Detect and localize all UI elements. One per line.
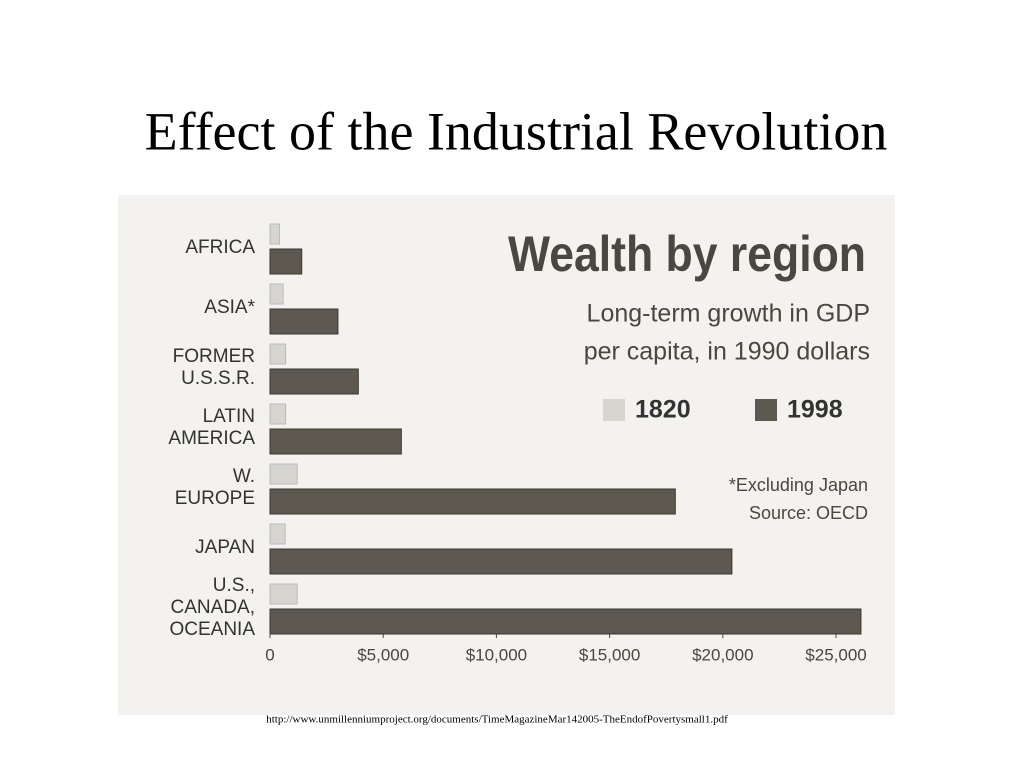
category-label-line: U.S.S.R. — [181, 368, 255, 389]
x-tick-label: $15,000 — [579, 645, 640, 664]
bar — [269, 548, 733, 575]
bar — [269, 463, 298, 485]
chart-title: Wealth by region — [508, 226, 866, 282]
category-label-line: ASIA* — [204, 297, 255, 318]
bar — [269, 368, 359, 395]
category-label-line: AFRICA — [185, 237, 255, 258]
chart-subtitle: per capita, in 1990 dollars — [584, 338, 870, 366]
category-label-line: LATIN — [203, 406, 255, 427]
x-tick-label: $25,000 — [805, 645, 866, 664]
x-tick-label: $5,000 — [357, 645, 409, 664]
chart-subtitle: Long-term growth in GDP — [587, 300, 870, 328]
legend-label: 1820 — [635, 396, 691, 424]
category-label: AFRICA — [185, 237, 255, 258]
bar — [269, 283, 284, 305]
category-label: JAPAN — [195, 537, 255, 558]
source-url: http://www.unmillenniumproject.org/docum… — [266, 714, 728, 726]
bar — [269, 403, 287, 425]
legend-swatch — [755, 399, 777, 421]
bar — [269, 248, 303, 275]
category-label: FORMER U.S.S.R. — [173, 346, 255, 389]
x-tick-label: $20,000 — [692, 645, 753, 664]
bar — [269, 428, 402, 455]
slide-title: Effect of the Industrial Revolution — [145, 101, 888, 161]
bar — [269, 523, 286, 545]
category-label: ASIA* — [204, 297, 255, 318]
category-label-line: FORMER — [173, 346, 255, 367]
category-label-line: OCEANIA — [169, 619, 255, 640]
annotation: *Excluding Japan — [729, 475, 868, 495]
bar — [269, 308, 339, 335]
category-label-line: AMERICA — [168, 428, 255, 449]
category-label-line: U.S., — [213, 575, 255, 596]
category-label: U.S., CANADA, OCEANIA — [169, 575, 255, 640]
x-tick-label: $10,000 — [466, 645, 527, 664]
category-label: LATIN AMERICA — [168, 406, 255, 449]
x-tick-label: 0 — [265, 645, 274, 664]
legend-label: 1998 — [787, 396, 843, 424]
legend-swatch — [603, 399, 625, 421]
category-label: W. EUROPE — [175, 466, 255, 509]
bar — [269, 583, 298, 605]
category-label-line: CANADA, — [171, 597, 255, 618]
annotation: Source: OECD — [749, 503, 868, 523]
bar — [269, 343, 287, 365]
category-label-line: W. — [233, 466, 255, 487]
bar — [269, 488, 676, 515]
bar — [269, 608, 862, 635]
category-label-line: JAPAN — [195, 537, 255, 558]
category-label-line: EUROPE — [175, 488, 255, 509]
bar — [269, 223, 281, 245]
